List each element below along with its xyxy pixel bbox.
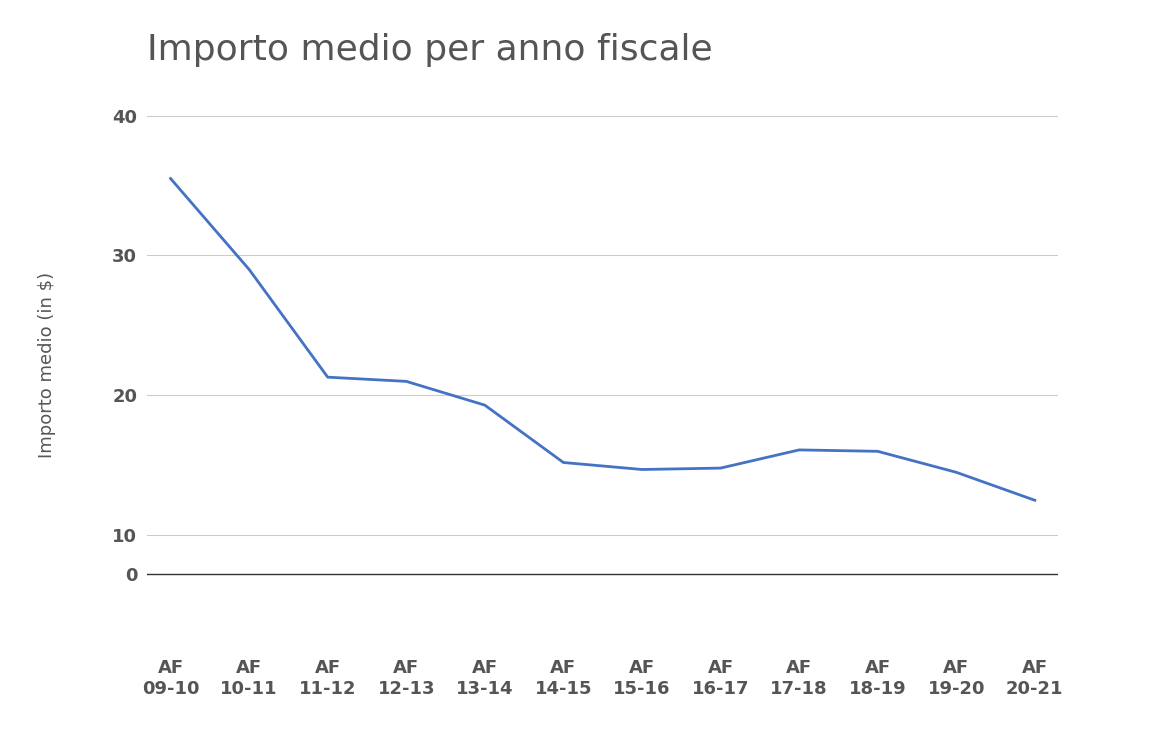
Text: Importo medio (in $): Importo medio (in $) [38, 272, 56, 458]
Text: Importo medio per anno fiscale: Importo medio per anno fiscale [147, 33, 713, 67]
